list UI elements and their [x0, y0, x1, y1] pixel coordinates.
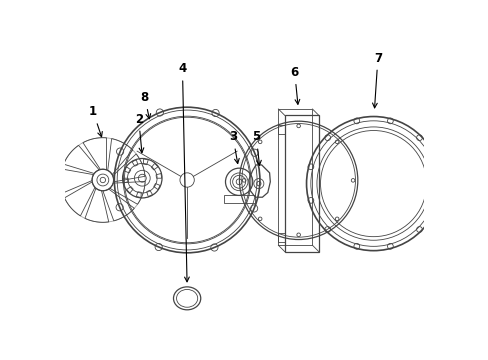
Text: 4: 4 — [178, 62, 189, 282]
Text: 5: 5 — [252, 130, 261, 165]
Text: 7: 7 — [372, 51, 381, 108]
Text: 6: 6 — [290, 66, 299, 104]
Text: 3: 3 — [228, 130, 239, 163]
Text: 8: 8 — [141, 91, 150, 119]
Text: 1: 1 — [89, 105, 102, 137]
Text: 2: 2 — [134, 113, 143, 153]
